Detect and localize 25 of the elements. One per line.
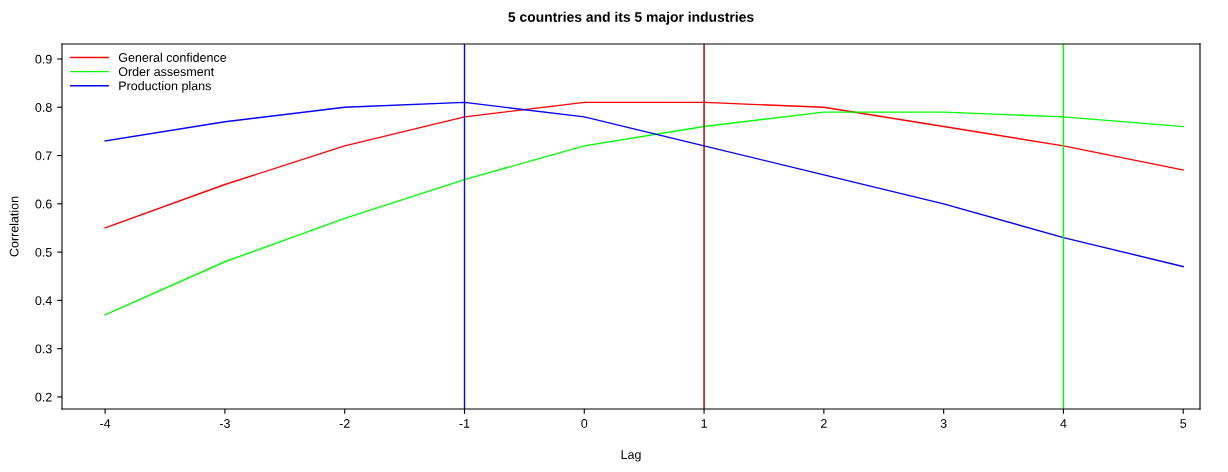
x-axis-title: Lag [621, 450, 641, 462]
y-tick-label: 0.3 [35, 344, 52, 354]
y-axis-title: Correlation [9, 196, 19, 257]
line-series [104, 101, 1184, 229]
chart-title: 5 countries and its 5 major industries [508, 11, 754, 25]
y-tick-label: 0.9 [35, 54, 52, 64]
y-tick-label: 0.6 [35, 199, 52, 209]
x-tick-label: -3 [219, 419, 230, 428]
x-tick-label: -4 [100, 419, 111, 428]
x-tick-label: -1 [459, 419, 470, 428]
legend-label: Production plans [119, 81, 211, 93]
legend-label: General confidence [118, 52, 227, 62]
x-tick-label: 4 [1060, 419, 1067, 428]
x-tick-label: -2 [339, 419, 350, 428]
x-tick-label: 1 [701, 419, 707, 428]
y-tick-label: 0.2 [35, 392, 52, 402]
x-tick-label: 3 [940, 419, 947, 428]
y-tick-label: 0.7 [35, 151, 52, 161]
y-tick-label: 0.8 [35, 103, 52, 112]
x-tick-label: 2 [821, 419, 827, 428]
y-tick-label: 0.4 [35, 296, 52, 306]
y-tick-label: 0.5 [35, 247, 52, 257]
x-tick-label: 0 [581, 419, 588, 428]
x-tick-label: 5 [1180, 419, 1187, 428]
legend-label: Order assesment [118, 66, 215, 77]
